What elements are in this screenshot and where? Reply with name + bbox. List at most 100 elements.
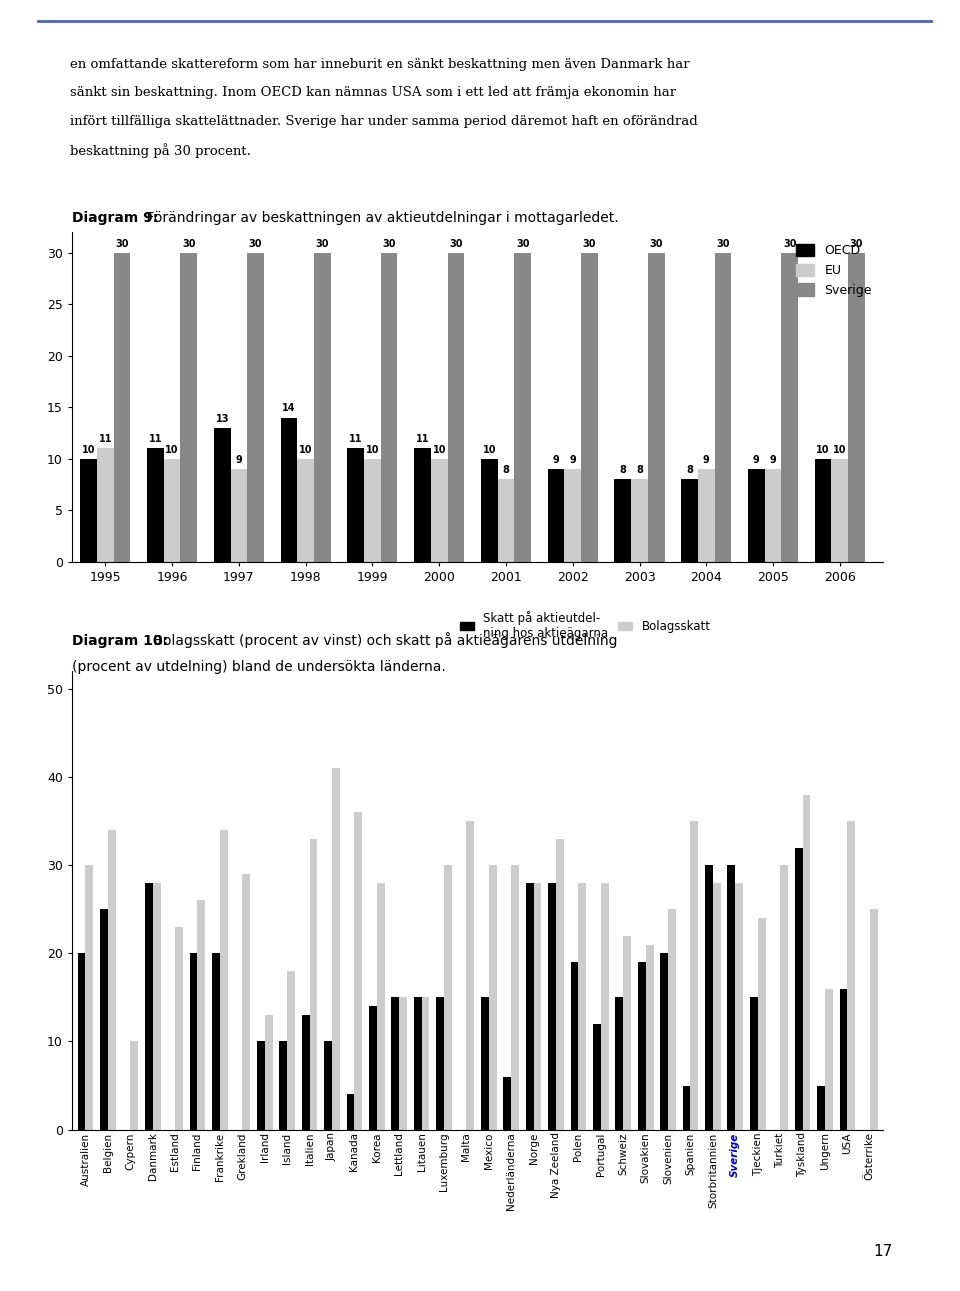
Text: Bolagsskatt (procent av vinst) och skatt på aktieägarens utdelning: Bolagsskatt (procent av vinst) och skatt… <box>149 633 617 648</box>
Bar <box>825 989 832 1130</box>
Bar <box>646 945 654 1130</box>
Bar <box>242 874 251 1130</box>
Text: 30: 30 <box>249 239 262 249</box>
Text: 10: 10 <box>483 444 496 454</box>
Text: 9: 9 <box>703 454 709 465</box>
Bar <box>714 253 732 562</box>
Text: 30: 30 <box>650 239 663 249</box>
Text: 8: 8 <box>686 465 693 475</box>
Text: 10: 10 <box>816 444 829 454</box>
Bar <box>765 469 781 562</box>
Bar <box>190 953 198 1130</box>
Bar <box>548 883 556 1130</box>
Bar <box>131 1042 138 1130</box>
Bar <box>698 469 714 562</box>
Bar <box>631 479 648 562</box>
Bar <box>593 1024 601 1130</box>
Bar <box>735 883 743 1130</box>
Bar <box>781 253 798 562</box>
Bar <box>713 883 721 1130</box>
Bar <box>332 768 340 1130</box>
Bar <box>198 901 205 1130</box>
Text: 13: 13 <box>215 413 229 423</box>
Text: 10: 10 <box>82 444 95 454</box>
Bar <box>248 253 264 562</box>
Text: 30: 30 <box>850 239 863 249</box>
Text: Förändringar av beskattningen av aktieutdelningar i mottagarledet.: Förändringar av beskattningen av aktieut… <box>142 210 618 225</box>
Bar <box>301 1015 309 1130</box>
Text: Diagram 10:: Diagram 10: <box>72 634 168 648</box>
Bar <box>324 1042 332 1130</box>
Bar <box>848 821 855 1130</box>
Bar <box>354 812 362 1130</box>
Bar <box>728 865 735 1130</box>
Text: 17: 17 <box>874 1243 893 1259</box>
Bar <box>100 909 108 1130</box>
Bar <box>230 469 248 562</box>
Bar <box>220 830 228 1130</box>
Text: 14: 14 <box>282 404 296 413</box>
Bar <box>570 962 579 1130</box>
Text: 11: 11 <box>349 434 363 444</box>
Text: 9: 9 <box>569 454 576 465</box>
Bar <box>421 998 429 1130</box>
Bar <box>615 998 623 1130</box>
Bar <box>489 865 496 1130</box>
Text: 8: 8 <box>502 465 510 475</box>
Bar <box>817 1086 825 1130</box>
Text: 9: 9 <box>770 454 777 465</box>
Text: 30: 30 <box>382 239 396 249</box>
Bar <box>280 417 298 562</box>
Text: 11: 11 <box>149 434 162 444</box>
Bar <box>145 883 153 1130</box>
Text: 30: 30 <box>182 239 196 249</box>
Text: 8: 8 <box>636 465 643 475</box>
Bar <box>614 479 631 562</box>
Text: 30: 30 <box>449 239 463 249</box>
Bar <box>97 448 113 562</box>
Text: 8: 8 <box>619 465 626 475</box>
Bar <box>668 909 676 1130</box>
Bar <box>414 998 421 1130</box>
Bar <box>153 883 160 1130</box>
Bar <box>515 253 531 562</box>
Text: 10: 10 <box>833 444 847 454</box>
Bar <box>298 458 314 562</box>
Text: Diagram 9:: Diagram 9: <box>72 210 158 225</box>
Text: 30: 30 <box>115 239 129 249</box>
Text: beskattning på 30 procent.: beskattning på 30 procent. <box>70 143 251 159</box>
Bar <box>648 253 664 562</box>
Bar <box>803 795 810 1130</box>
Bar <box>381 253 397 562</box>
Bar <box>512 865 519 1130</box>
Bar <box>660 953 668 1130</box>
Text: sänkt sin beskattning. Inom OECD kan nämnas USA som i ett led att främja ekonomi: sänkt sin beskattning. Inom OECD kan näm… <box>70 86 676 99</box>
Bar <box>870 909 877 1130</box>
Bar <box>497 479 515 562</box>
Bar <box>750 998 757 1130</box>
Bar <box>748 469 765 562</box>
Bar <box>347 1095 354 1130</box>
Text: 11: 11 <box>416 434 429 444</box>
Bar <box>481 458 497 562</box>
Bar <box>81 458 97 562</box>
Bar <box>180 253 197 562</box>
Bar <box>848 253 865 562</box>
Text: 10: 10 <box>299 444 312 454</box>
Text: 11: 11 <box>99 434 112 444</box>
Bar <box>690 821 698 1130</box>
Bar <box>113 253 131 562</box>
Text: 10: 10 <box>432 444 446 454</box>
Bar <box>503 1077 512 1130</box>
Text: 30: 30 <box>583 239 596 249</box>
Text: 30: 30 <box>316 239 329 249</box>
Bar <box>265 1015 273 1130</box>
Bar <box>287 971 295 1130</box>
Bar <box>581 253 598 562</box>
Bar <box>212 953 220 1130</box>
Bar <box>364 458 381 562</box>
Legend: OECD, EU, Sverige: OECD, EU, Sverige <box>791 239 876 302</box>
Bar <box>257 1042 265 1130</box>
Legend: Skatt på aktieutdel-
ning hos aktieägarna, Bolagsskatt: Skatt på aktieutdel- ning hos aktieägarn… <box>455 607 715 644</box>
Bar <box>683 1086 690 1130</box>
